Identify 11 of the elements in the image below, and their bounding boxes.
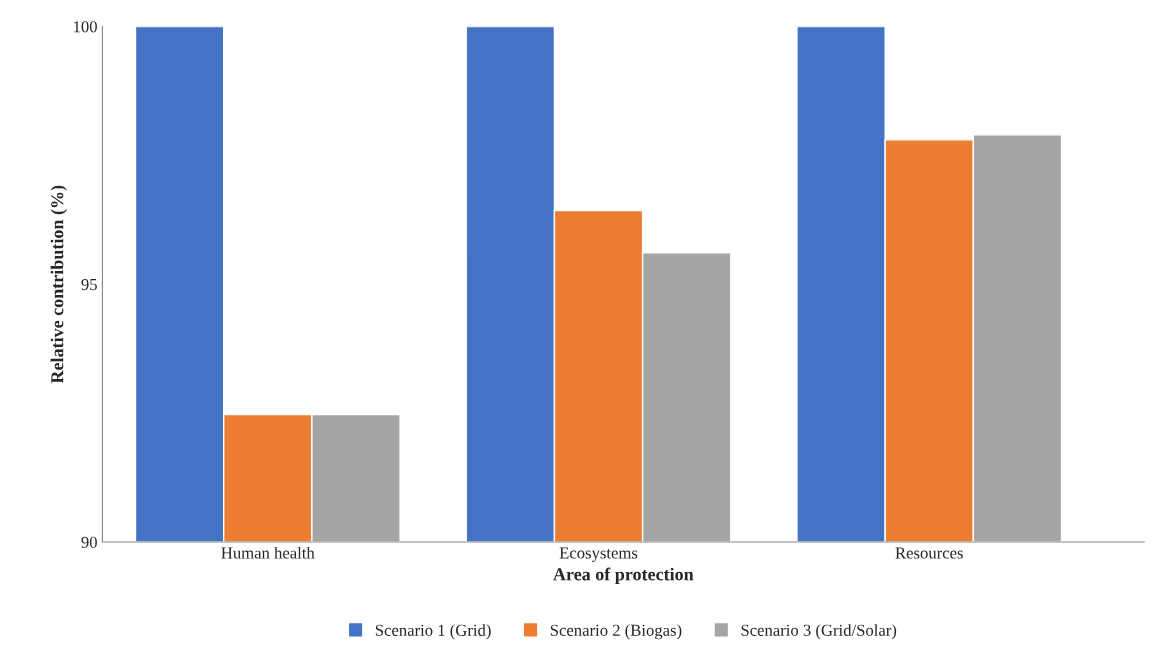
x-tick-label: Ecosystems	[559, 547, 638, 562]
y-tick-label: 100	[74, 21, 97, 33]
y-tick-label: 95	[81, 278, 97, 291]
x-axis-title: Area of protection	[553, 567, 694, 585]
y-axis-title: Relative contribution (%)	[50, 185, 68, 384]
y-tick-label: 90	[81, 536, 97, 548]
legend-label: Scenario 3 (Grid/Solar)	[741, 624, 897, 640]
legend-label: Scenario 1 (Grid)	[375, 624, 491, 640]
x-tick-label: Resources	[895, 547, 963, 559]
legend-label: Scenario 2 (Biogas)	[550, 624, 682, 640]
x-tick-label: Human health	[221, 546, 315, 559]
